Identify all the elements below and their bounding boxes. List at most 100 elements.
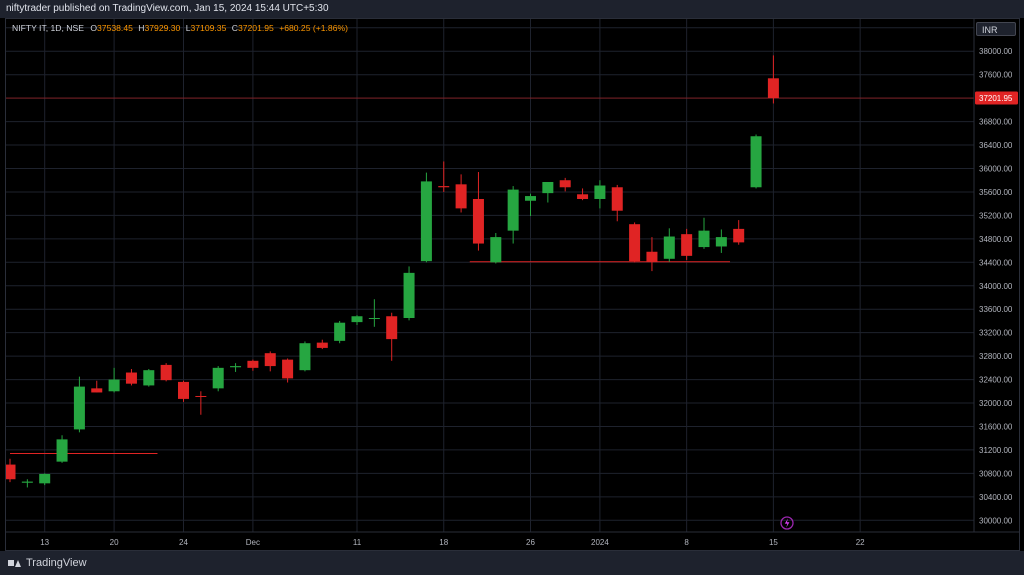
candle-body	[403, 272, 415, 319]
chart-legend: NIFTY IT, 1D, NSE O37538.45 H37929.30 L3…	[12, 23, 348, 33]
y-tick-label: 33200.00	[979, 329, 1013, 338]
candle-body	[334, 322, 346, 341]
legend-symbol: NIFTY IT, 1D, NSE	[12, 23, 84, 33]
candle[interactable]	[629, 222, 641, 263]
lightning-icon[interactable]	[780, 516, 794, 530]
legend-close: 37201.95	[238, 23, 274, 33]
candle-body	[733, 228, 745, 243]
candle[interactable]	[73, 376, 85, 433]
candle-body	[611, 187, 623, 211]
candle[interactable]	[230, 363, 242, 372]
x-tick-label: 26	[526, 538, 535, 547]
candle[interactable]	[420, 172, 432, 263]
y-tick-label: 36000.00	[979, 165, 1013, 174]
candle[interactable]	[698, 217, 710, 249]
candle[interactable]	[195, 391, 207, 415]
candle-body	[490, 237, 502, 263]
candle[interactable]	[178, 380, 189, 402]
candle[interactable]	[455, 174, 467, 213]
candle[interactable]	[715, 229, 727, 253]
candle[interactable]	[212, 366, 224, 392]
candle[interactable]	[611, 184, 623, 222]
currency-badge[interactable]: INR	[976, 22, 1016, 36]
candle[interactable]	[472, 172, 484, 251]
candle[interactable]	[39, 473, 51, 486]
candle[interactable]	[663, 228, 675, 262]
tradingview-logo: TradingView	[8, 557, 87, 569]
last-price-badge: 37201.95	[975, 91, 1018, 105]
candle[interactable]	[125, 369, 137, 386]
candle[interactable]	[264, 351, 276, 372]
candle-body	[594, 185, 606, 199]
candle-body	[715, 237, 727, 247]
candle[interactable]	[646, 237, 658, 272]
candle-body	[178, 381, 189, 399]
footer-bar: TradingView	[0, 551, 1024, 575]
candle[interactable]	[316, 339, 328, 350]
candle-body	[316, 342, 328, 348]
y-tick-label: 37600.00	[979, 71, 1013, 80]
candle[interactable]	[91, 380, 103, 393]
candle[interactable]	[247, 359, 259, 371]
candle-body	[108, 379, 120, 392]
candle[interactable]	[368, 299, 380, 327]
y-tick-label: 30000.00	[979, 516, 1013, 525]
x-tick-label: 22	[856, 538, 865, 547]
candle[interactable]	[525, 193, 536, 216]
candle-body	[212, 367, 224, 389]
candle[interactable]	[750, 134, 762, 189]
candle-body	[247, 360, 259, 368]
candle[interactable]	[334, 320, 346, 344]
candle[interactable]	[386, 312, 398, 361]
candle[interactable]	[507, 186, 519, 244]
candle[interactable]	[143, 369, 155, 387]
candle[interactable]	[542, 181, 554, 203]
grid-lines	[6, 19, 974, 532]
candle[interactable]	[733, 220, 745, 245]
y-tick-label: 32400.00	[979, 376, 1013, 385]
candle[interactable]	[594, 180, 606, 209]
tradingview-brand: TradingView	[26, 557, 87, 569]
candle-body	[455, 184, 467, 209]
candle[interactable]	[438, 161, 450, 192]
y-tick-label: 34000.00	[979, 282, 1013, 291]
candle-body	[264, 353, 276, 367]
candle[interactable]	[490, 232, 502, 264]
candle-body	[6, 464, 16, 480]
last-price-label: 37201.95	[979, 94, 1013, 103]
candle[interactable]	[160, 363, 172, 382]
candle-body	[577, 194, 589, 199]
candle[interactable]	[403, 266, 415, 321]
candle[interactable]	[351, 315, 363, 326]
candle[interactable]	[6, 458, 16, 483]
candle-body	[698, 230, 710, 248]
candle[interactable]	[767, 55, 779, 104]
legend-o-label: O	[90, 23, 97, 33]
legend-open: 37538.45	[97, 23, 133, 33]
candle-body	[39, 473, 51, 484]
candle[interactable]	[108, 367, 120, 393]
y-tick-label: 35200.00	[979, 211, 1013, 220]
x-tick-label: 13	[40, 538, 49, 547]
legend-c-label: C	[232, 23, 238, 33]
candle[interactable]	[681, 228, 693, 260]
candle-body	[73, 386, 85, 430]
y-tick-label: 32800.00	[979, 352, 1013, 361]
legend-high: 37929.30	[144, 23, 180, 33]
candle[interactable]	[577, 188, 589, 201]
publish-info: niftytrader published on TradingView.com…	[6, 3, 329, 14]
candle-body	[559, 180, 571, 188]
candle-body	[351, 316, 363, 323]
candle-body	[386, 316, 398, 340]
x-tick-label: 24	[179, 538, 188, 547]
candle[interactable]	[56, 435, 68, 463]
candle[interactable]	[21, 479, 33, 488]
y-tick-label: 30800.00	[979, 469, 1013, 478]
candle[interactable]	[299, 341, 311, 372]
x-tick-label: 20	[110, 538, 119, 547]
candle[interactable]	[559, 177, 571, 192]
support-lines	[6, 97, 974, 454]
candle-body	[542, 181, 554, 194]
candle[interactable]	[282, 358, 294, 383]
